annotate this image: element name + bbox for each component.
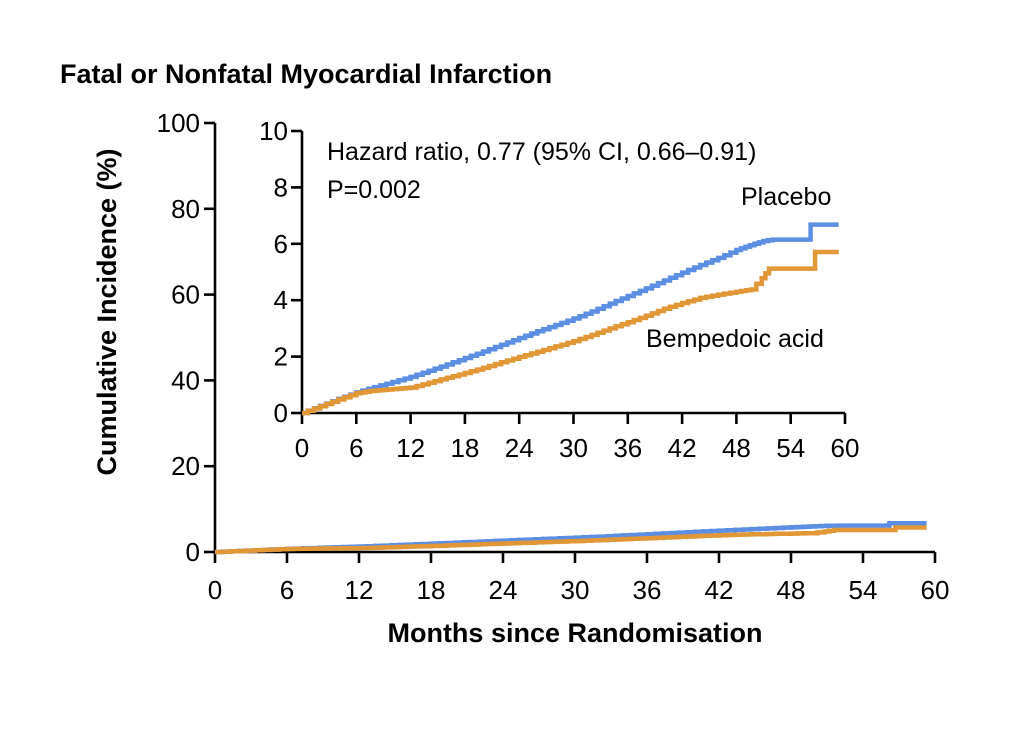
- x-tick-label: 30: [559, 433, 588, 463]
- x-tick-label: 24: [505, 433, 534, 463]
- x-tick-label: 36: [633, 575, 662, 605]
- x-tick-label: 36: [613, 433, 642, 463]
- y-tick-label: 10: [259, 116, 288, 146]
- x-tick-label: 12: [345, 575, 374, 605]
- x-axis-title: Months since Randomisation: [387, 618, 762, 648]
- x-tick-label: 0: [295, 433, 309, 463]
- x-tick-label: 48: [777, 575, 806, 605]
- x-tick-label: 48: [722, 433, 751, 463]
- y-tick-label: 80: [171, 194, 200, 224]
- x-tick-label: 60: [831, 433, 860, 463]
- x-tick-label: 18: [450, 433, 479, 463]
- figure-title: Fatal or Nonfatal Myocardial Infarction: [60, 59, 552, 89]
- x-tick-label: 42: [668, 433, 697, 463]
- y-tick-label: 100: [157, 108, 200, 138]
- hazard-ratio-annotation: Hazard ratio, 0.77 (95% CI, 0.66–0.91): [327, 138, 756, 166]
- y-tick-label: 6: [274, 229, 288, 259]
- bempedoic-acid-curve-label: Bempedoic acid: [646, 325, 824, 353]
- y-tick-label: 2: [274, 342, 288, 372]
- y-tick-label: 0: [186, 537, 200, 567]
- x-tick-label: 54: [849, 575, 878, 605]
- x-tick-label: 18: [417, 575, 446, 605]
- x-tick-label: 42: [705, 575, 734, 605]
- main-curves: [215, 521, 927, 555]
- bempedoic-acid-curve: [302, 249, 839, 416]
- y-tick-label: 40: [171, 365, 200, 395]
- y-tick-label: 0: [274, 398, 288, 428]
- x-tick-label: 60: [921, 575, 950, 605]
- y-tick-label: 20: [171, 451, 200, 481]
- inset-curves: [302, 222, 839, 416]
- y-tick-label: 4: [274, 285, 288, 315]
- x-tick-label: 30: [561, 575, 590, 605]
- x-tick-label: 54: [776, 433, 805, 463]
- y-axis-title: Cumulative Incidence (%): [92, 148, 122, 475]
- x-tick-label: 12: [396, 433, 425, 463]
- bempedoic-acid-curve: [215, 525, 927, 555]
- y-tick-label: 8: [274, 172, 288, 202]
- x-tick-label: 6: [280, 575, 294, 605]
- p-value-annotation: P=0.002: [327, 176, 421, 204]
- x-tick-label: 0: [208, 575, 222, 605]
- x-tick-label: 6: [349, 433, 363, 463]
- placebo-curve-label: Placebo: [741, 183, 831, 211]
- x-tick-label: 24: [489, 575, 518, 605]
- y-tick-label: 60: [171, 280, 200, 310]
- placebo-curve: [302, 222, 839, 416]
